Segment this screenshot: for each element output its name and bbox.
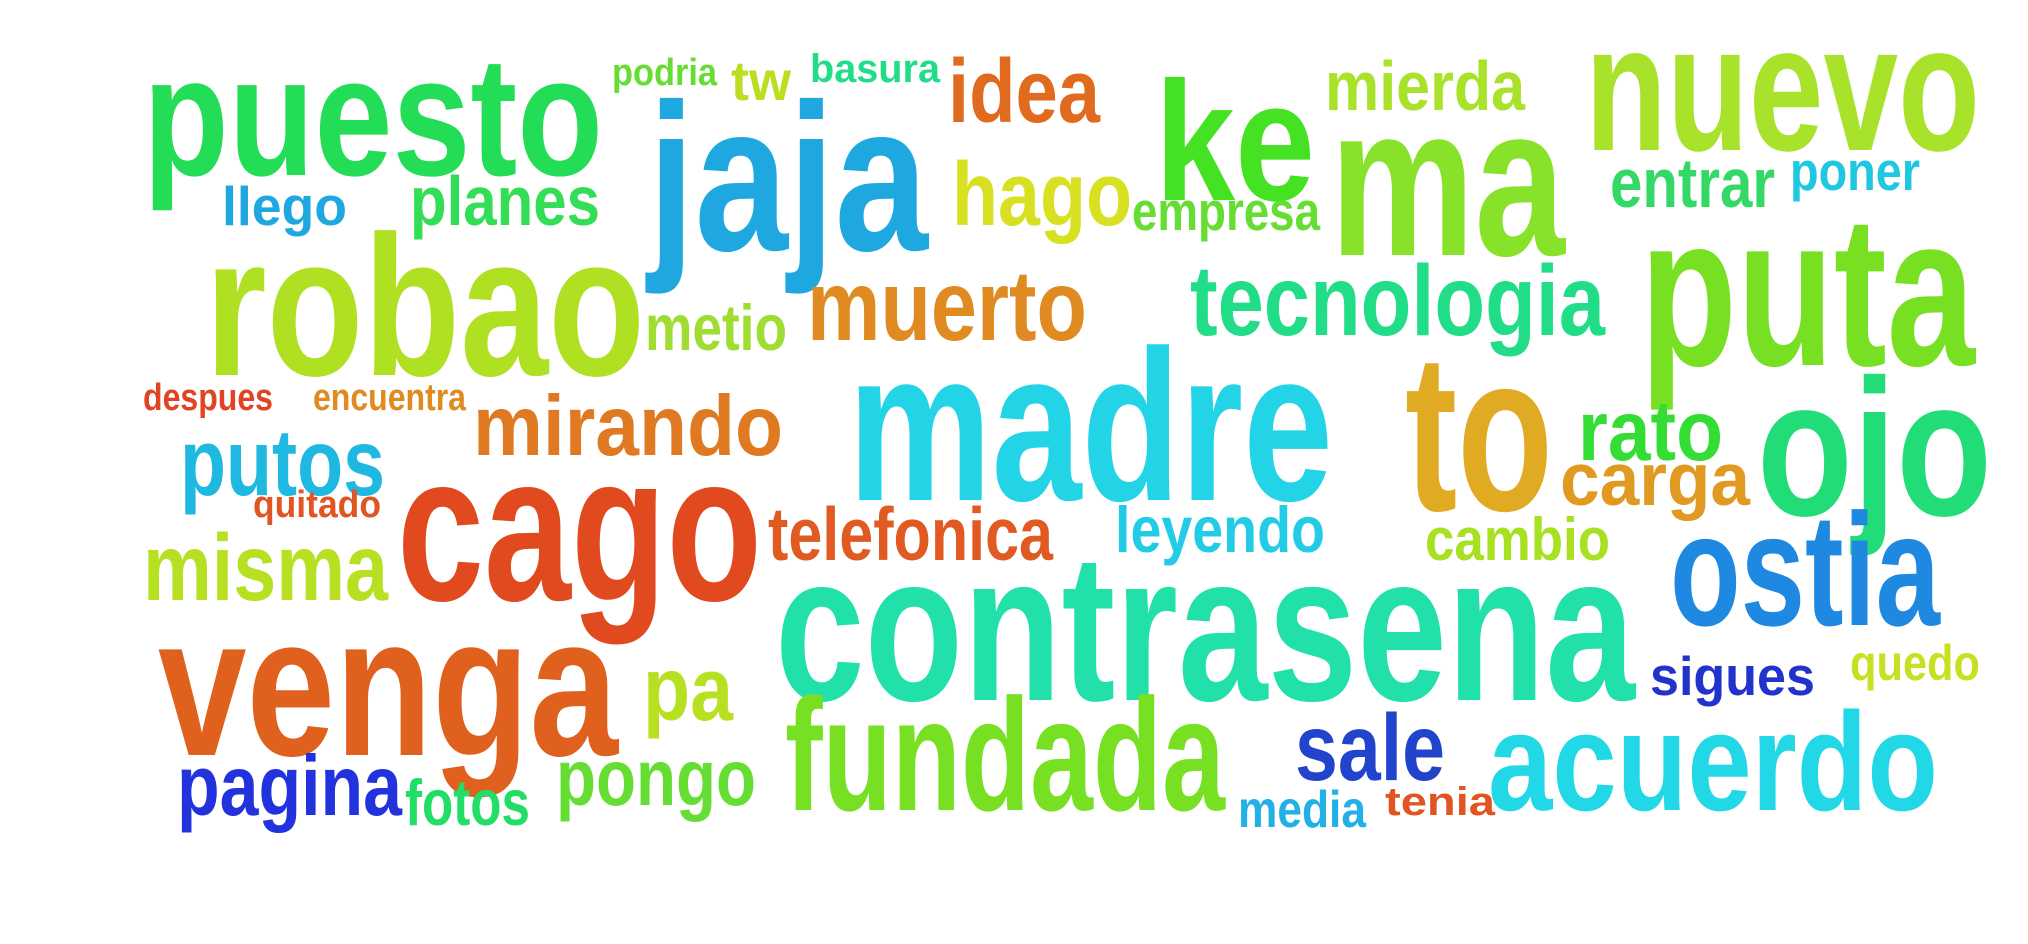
- word-puesto: puesto: [143, 22, 603, 212]
- word-podria: podria: [612, 52, 718, 94]
- word-pagina: pagina: [177, 739, 403, 834]
- word-to: to: [1405, 306, 1553, 558]
- word-planes: planes: [410, 162, 600, 240]
- word-cambio: cambio: [1425, 506, 1610, 573]
- word-fotos: fotos: [405, 766, 530, 839]
- word-sale: sale: [1295, 695, 1445, 801]
- word-ostia: ostia: [1670, 480, 1941, 659]
- word-mirando: mirando: [473, 379, 783, 474]
- word-empresa: empresa: [1132, 180, 1320, 242]
- word-putos: putos: [180, 410, 385, 516]
- word-llego: llego: [222, 175, 347, 237]
- word-despues: despues: [143, 377, 273, 419]
- word-ojo: ojo: [1757, 339, 1992, 557]
- word-robao: robao: [205, 195, 645, 418]
- word-entrar: entrar: [1610, 144, 1775, 222]
- word-mierda: mierda: [1325, 47, 1526, 125]
- word-fundada: fundada: [785, 665, 1226, 844]
- word-tenia: tenia: [1385, 780, 1496, 824]
- word-quitado: quitado: [253, 484, 381, 526]
- word-sigues: sigues: [1650, 645, 1815, 707]
- word-media: media: [1238, 781, 1367, 839]
- word-encuentra: encuentra: [313, 377, 467, 419]
- word-ke: ke: [1155, 47, 1315, 237]
- word-carga: carga: [1560, 437, 1751, 521]
- word-misma: misma: [143, 515, 389, 621]
- word-leyendo: leyendo: [1115, 493, 1325, 566]
- word-tecnologia: tecnologia: [1190, 245, 1606, 357]
- word-hago: hago: [952, 145, 1132, 245]
- word-muerto: muerto: [807, 250, 1087, 362]
- word-nuevo: nuevo: [1585, 0, 1980, 189]
- word-basura: basura: [810, 47, 941, 91]
- word-venga: venga: [158, 575, 619, 798]
- word-cago: cago: [397, 410, 762, 645]
- word-tw: tw: [731, 49, 791, 112]
- word-ma: ma: [1330, 60, 1566, 301]
- word-contrasena: contrasena: [775, 510, 1637, 745]
- word-idea: idea: [948, 42, 1101, 142]
- word-madre: madre: [848, 305, 1333, 546]
- word-rato: rato: [1578, 384, 1723, 479]
- word-quedo: quedo: [1850, 635, 1980, 691]
- word-jaja: jaja: [645, 60, 930, 295]
- word-pa: pa: [643, 640, 734, 740]
- word-telefonica: telefonica: [768, 492, 1054, 576]
- word-acuerdo: acuerdo: [1488, 683, 1938, 840]
- word-metio: metio: [645, 291, 787, 364]
- word-poner: poner: [1790, 140, 1920, 202]
- word-pongo: pongo: [556, 733, 756, 822]
- word-puta: puta: [1640, 170, 1976, 411]
